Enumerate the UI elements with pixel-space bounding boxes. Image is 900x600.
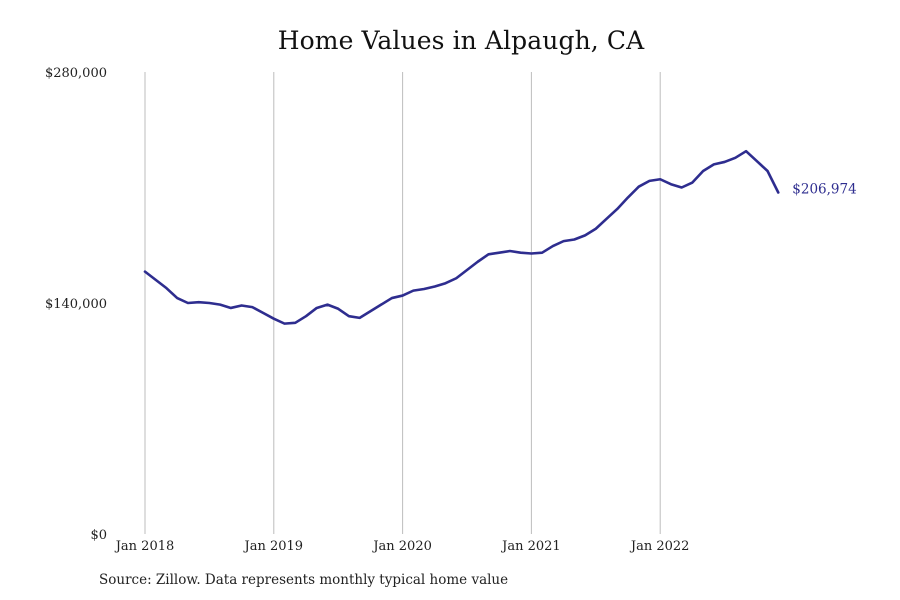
y-tick-label: $280,000 — [45, 66, 107, 81]
y-tick-label: $0 — [90, 528, 107, 543]
x-tick-label: Jan 2018 — [114, 539, 175, 554]
x-axis: Jan 2018 Jan 2019 Jan 2020 Jan 2021 Jan 2022 — [114, 539, 690, 554]
x-tick-label: Jan 2019 — [243, 539, 304, 554]
x-tick-label: Jan 2020 — [371, 539, 432, 554]
chart-title: Home Values in Alpaugh, CA — [277, 26, 645, 55]
x-tick-label: Jan 2022 — [629, 539, 690, 554]
series-group: $206,974 — [143, 149, 857, 325]
series-line — [143, 149, 780, 325]
x-tick-label: Jan 2021 — [500, 539, 561, 554]
grid — [144, 72, 661, 534]
end-value-label: $206,974 — [792, 181, 856, 197]
y-axis: $0 $140,000 $280,000 — [45, 66, 107, 543]
y-tick-label: $140,000 — [45, 297, 107, 312]
source-note: Source: Zillow. Data represents monthly … — [99, 572, 509, 588]
